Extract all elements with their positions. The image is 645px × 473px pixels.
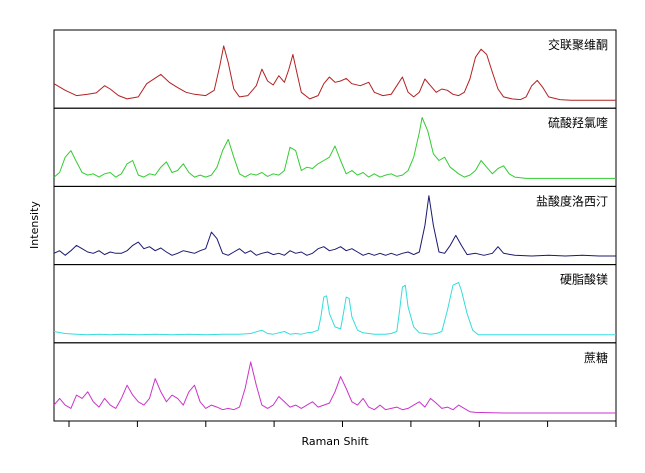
spectrum-panel: 盐酸度洛西汀 bbox=[53, 185, 617, 266]
panel-frame bbox=[53, 264, 617, 344]
series-label: 硬脂酸镁 bbox=[560, 272, 608, 287]
y-axis-label: Intensity bbox=[28, 201, 41, 249]
spectrum-panel: 硬脂酸镁 bbox=[53, 264, 617, 344]
panel-frame bbox=[53, 342, 617, 422]
x-axis-label: Raman Shift bbox=[301, 435, 369, 448]
x-ticks-group bbox=[68, 421, 617, 427]
series-label: 盐酸度洛西汀 bbox=[536, 193, 608, 208]
series-label: 交联聚维酮 bbox=[548, 37, 608, 52]
series-label: 蔗糖 bbox=[584, 350, 608, 365]
spectrum-panel: 蔗糖 bbox=[53, 342, 617, 422]
spectrum-line bbox=[53, 117, 616, 179]
spectrum-panel: 硫酸羟氯喹 bbox=[53, 107, 617, 187]
spectrum-line bbox=[53, 282, 616, 336]
spectrum-line bbox=[53, 195, 616, 257]
series-label: 硫酸羟氯喹 bbox=[548, 115, 608, 130]
spectrum-line bbox=[53, 45, 616, 101]
spectrum-panel: 交联聚维酮 bbox=[53, 29, 617, 109]
panel-frame bbox=[53, 185, 617, 266]
spectrum-line bbox=[53, 361, 616, 414]
